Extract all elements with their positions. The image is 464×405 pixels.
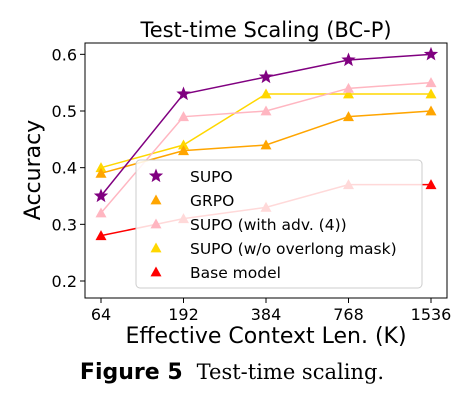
- chart: Test-time Scaling (BC-P) Accuracy Effect…: [21, 18, 452, 349]
- x-tick-label: 192: [168, 305, 199, 324]
- y-tick-label: 0.5: [52, 102, 77, 121]
- figure-label: Figure 5: [79, 360, 183, 385]
- data-point: [341, 52, 356, 67]
- data-point: [260, 105, 272, 116]
- y-tick-label: 0.3: [52, 215, 77, 234]
- figure-caption: Figure 5 Test-time scaling.: [0, 360, 464, 385]
- data-point: [425, 77, 437, 88]
- legend-marker: [148, 168, 164, 183]
- data-point: [95, 167, 107, 178]
- data-point: [425, 105, 437, 116]
- plot-frame: [84, 42, 448, 299]
- x-tick-label: 768: [333, 305, 364, 324]
- x-axis-label: Effective Context Len. (K): [125, 324, 406, 349]
- legend-marker: [150, 266, 162, 277]
- legend-marker: [150, 242, 162, 253]
- y-axis-label: Accuracy: [21, 120, 46, 220]
- chart-title: Test-time Scaling (BC-P): [139, 18, 391, 42]
- data-point: [343, 111, 354, 122]
- data-point: [95, 207, 107, 218]
- x-tick-label: 64: [91, 305, 111, 324]
- plot-area: 64 192 384 768 1536 0.2 0.3 0.4 0.5 0.6: [52, 45, 452, 324]
- data-point: [258, 69, 274, 84]
- data-point: [260, 139, 272, 150]
- data-point: [178, 139, 189, 150]
- data-point: [425, 88, 437, 99]
- data-point: [176, 86, 191, 101]
- series-line: [100, 93, 431, 169]
- data-point: [425, 179, 437, 190]
- data-point: [343, 82, 354, 93]
- legend-label: SUPO: [190, 168, 233, 186]
- data-point: [95, 230, 107, 241]
- data-point: [95, 162, 107, 173]
- data-point: [93, 188, 109, 203]
- legend-label: Base model: [190, 264, 281, 282]
- y-tick-label: 0.6: [52, 45, 77, 64]
- legend-label: SUPO (with adv. (4)): [190, 216, 347, 234]
- legend-label: GRPO: [190, 192, 234, 210]
- legend-marker: [150, 218, 162, 229]
- data-point: [260, 88, 272, 99]
- legend: SUPO GRPO SUPO (with adv. (4)) SUPO (w/o ov…: [135, 159, 423, 289]
- data-point: [178, 145, 189, 156]
- data-point: [423, 46, 439, 61]
- legend-box: [135, 159, 423, 289]
- data-point: [343, 88, 354, 99]
- x-tick-label: 384: [251, 305, 282, 324]
- figure-caption-text: Test-time scaling.: [196, 360, 385, 384]
- data-point: [178, 111, 189, 122]
- legend-marker: [150, 194, 162, 205]
- y-tick-label: 0.2: [52, 272, 77, 291]
- y-tick-label: 0.4: [52, 159, 77, 178]
- x-tick-label: 1536: [411, 305, 452, 324]
- legend-label: SUPO (w/o overlong mask): [190, 240, 397, 258]
